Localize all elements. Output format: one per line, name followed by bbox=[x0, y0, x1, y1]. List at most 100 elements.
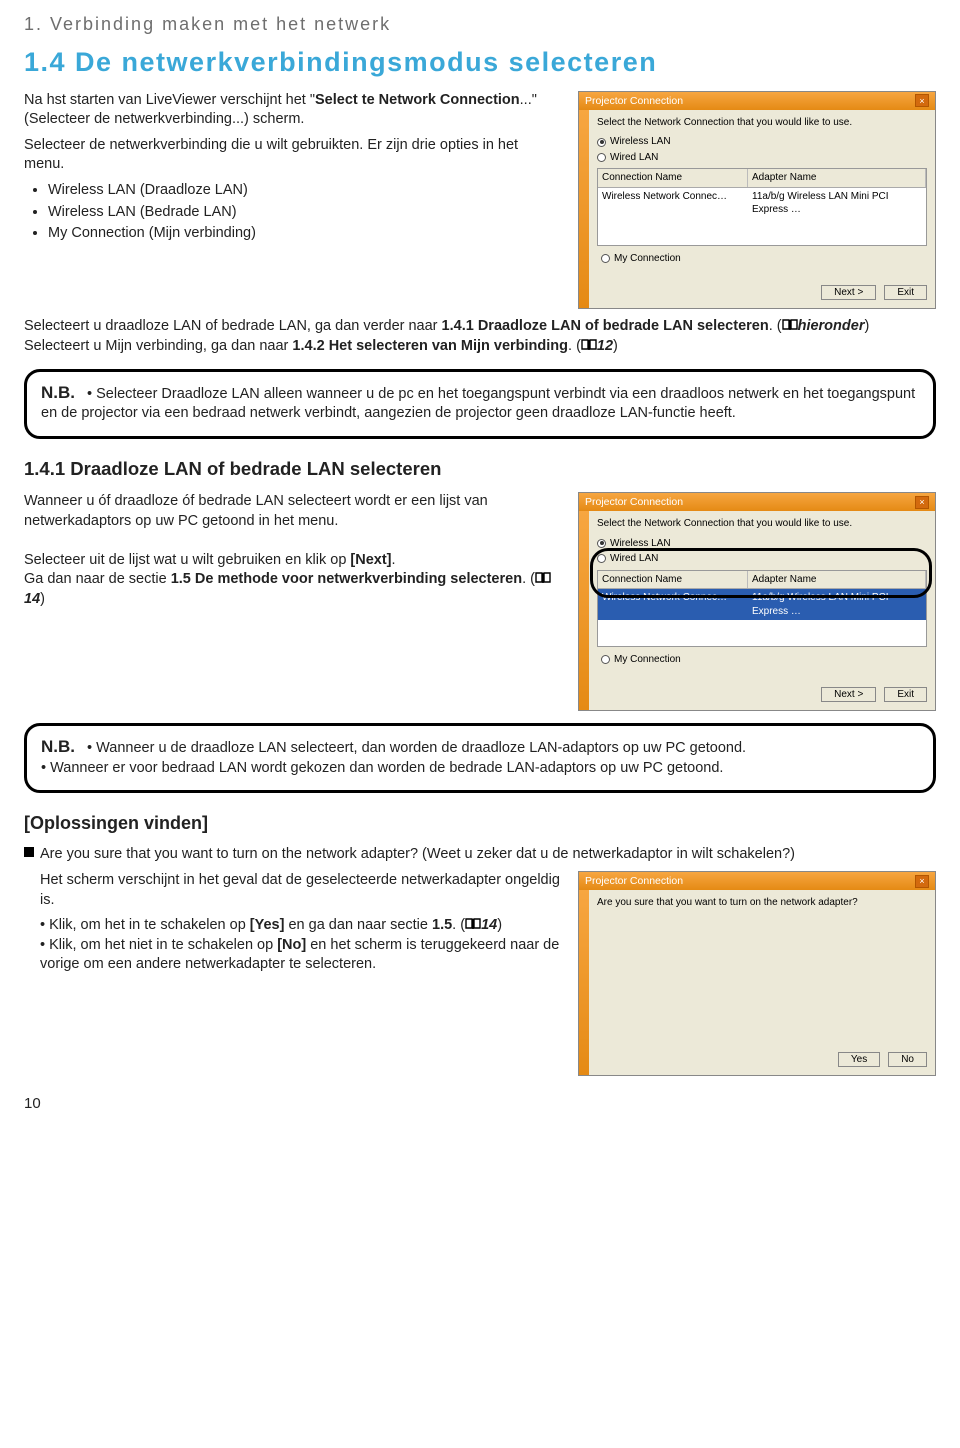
screenshot-2: Projector Connection × Select the Networ… bbox=[578, 492, 936, 711]
intro-text: Na hst starten van LiveViewer verschijnt… bbox=[24, 92, 315, 108]
sidebar-accent bbox=[579, 890, 589, 1075]
text: Selecteert u draadloze LAN of bedrade LA… bbox=[24, 318, 442, 334]
sidebar-accent bbox=[579, 511, 589, 710]
section-title: 1.4 De netwerkverbindingsmodus selectere… bbox=[24, 44, 936, 80]
solution-bullet-2: • Klik, om het niet in te schakelen op [… bbox=[40, 936, 562, 975]
intro-paragraph-1: Na hst starten van LiveViewer verschijnt… bbox=[24, 91, 562, 130]
window-titlebar: Projector Connection × bbox=[579, 92, 935, 110]
radio-icon bbox=[597, 539, 606, 548]
solution-paragraph: Het scherm verschijnt in het geval dat d… bbox=[40, 871, 562, 910]
cell: 11a/b/g Wireless LAN Mini PCI Express … bbox=[748, 188, 926, 219]
text: Selecteert u Mijn verbinding, ga dan naa… bbox=[24, 338, 292, 354]
next-button[interactable]: Next > bbox=[821, 687, 876, 702]
btn-ref: [No] bbox=[277, 937, 306, 953]
text: . ( bbox=[769, 318, 782, 334]
radio-icon bbox=[597, 554, 606, 563]
question-line: Are you sure that you want to turn on th… bbox=[24, 845, 936, 865]
mid-paragraph-2: Selecteert u Mijn verbinding, ga dan naa… bbox=[24, 337, 936, 357]
note-box-2: N.B. • Wanneer u de draadloze LAN select… bbox=[24, 723, 936, 794]
radio-icon bbox=[597, 153, 606, 162]
text: ) bbox=[497, 917, 502, 933]
radio-wired-lan[interactable]: Wired LAN bbox=[597, 151, 927, 165]
book-icon bbox=[782, 319, 798, 331]
radio-my-connection[interactable]: My Connection bbox=[601, 653, 927, 667]
radio-icon bbox=[601, 655, 610, 664]
col-adapter-name: Adapter Name bbox=[748, 169, 926, 187]
next-button[interactable]: Next > bbox=[821, 285, 876, 300]
col-connection-name: Connection Name bbox=[598, 169, 748, 187]
exit-button[interactable]: Exit bbox=[884, 285, 927, 300]
table-row[interactable]: Wireless Network Connec… 11a/b/g Wireles… bbox=[598, 188, 926, 219]
sidebar-accent bbox=[579, 110, 589, 309]
screenshot-1: Projector Connection × Select the Networ… bbox=[578, 91, 936, 310]
close-icon[interactable]: × bbox=[915, 875, 929, 888]
close-icon[interactable]: × bbox=[915, 94, 929, 107]
ref-page: 12 bbox=[597, 338, 613, 354]
btn-ref: [Yes] bbox=[250, 917, 285, 933]
no-button[interactable]: No bbox=[888, 1052, 927, 1067]
text: . ( bbox=[452, 917, 465, 933]
text: ) bbox=[40, 591, 45, 607]
radio-label: Wireless LAN bbox=[610, 537, 671, 551]
text: ) bbox=[613, 338, 618, 354]
radio-wired-lan[interactable]: Wired LAN bbox=[597, 552, 927, 566]
note-text-a: • Wanneer u de draadloze LAN selecteert,… bbox=[87, 740, 746, 756]
radio-wireless-lan[interactable]: Wireless LAN bbox=[597, 135, 927, 149]
text: en ga dan naar sectie bbox=[284, 917, 432, 933]
window-titlebar: Projector Connection × bbox=[579, 493, 935, 511]
p141-2: Selecteer uit de lijst wat u wilt gebrui… bbox=[24, 551, 562, 571]
breadcrumb: 1. Verbinding maken met het netwerk bbox=[24, 12, 936, 36]
radio-wireless-lan[interactable]: Wireless LAN bbox=[597, 537, 927, 551]
page-number: 10 bbox=[24, 1094, 936, 1114]
mid-paragraph-1: Selecteert u draadloze LAN of bedrade LA… bbox=[24, 317, 936, 337]
ref-bold: 1.4.1 Draadloze LAN of bedrade LAN selec… bbox=[442, 318, 769, 334]
window-title: Projector Connection bbox=[585, 495, 683, 509]
cell: Wireless Network Connec… bbox=[598, 188, 748, 219]
exit-button[interactable]: Exit bbox=[884, 687, 927, 702]
text: Selecteer uit de lijst wat u wilt gebrui… bbox=[24, 552, 350, 568]
dialog-prompt: Are you sure that you want to turn on th… bbox=[589, 890, 935, 916]
ref-italic: hieronder bbox=[798, 318, 865, 334]
ref-bold: 1.5 De methode voor netwerkverbinding se… bbox=[171, 571, 522, 587]
note-label: N.B. bbox=[41, 737, 75, 756]
intro-bold: Select te Network Connection bbox=[315, 92, 520, 108]
btn-ref: [Next] bbox=[350, 552, 391, 568]
ref-bold: 1.5 bbox=[432, 917, 452, 933]
list-item: My Connection (Mijn verbinding) bbox=[48, 224, 562, 244]
radio-icon bbox=[601, 254, 610, 263]
cell: 11a/b/g Wireless LAN Mini PCI Express … bbox=[748, 589, 926, 620]
note-label: N.B. bbox=[41, 383, 75, 402]
note-box-1: N.B. • Selecteer Draadloze LAN alleen wa… bbox=[24, 369, 936, 440]
window-title: Projector Connection bbox=[585, 94, 683, 108]
col-connection-name: Connection Name bbox=[598, 571, 748, 589]
text: ) bbox=[864, 318, 869, 334]
radio-icon bbox=[597, 138, 606, 147]
window-titlebar: Projector Connection × bbox=[579, 872, 935, 890]
col-adapter-name: Adapter Name bbox=[748, 571, 926, 589]
book-icon bbox=[581, 339, 597, 351]
options-list: Wireless LAN (Draadloze LAN) Wireless LA… bbox=[48, 181, 562, 244]
radio-label: Wired LAN bbox=[610, 151, 658, 165]
solutions-heading: [Oplossingen vinden] bbox=[24, 811, 936, 835]
intro-paragraph-2: Selecteer de netwerkverbinding die u wil… bbox=[24, 136, 562, 175]
book-icon bbox=[465, 918, 481, 930]
text: Ga dan naar de sectie bbox=[24, 571, 171, 587]
table-row[interactable]: Wireless Network Connec… 11a/b/g Wireles… bbox=[598, 589, 926, 620]
question-text: Are you sure that you want to turn on th… bbox=[40, 846, 795, 862]
adapter-table: Connection Name Adapter Name Wireless Ne… bbox=[597, 168, 927, 246]
radio-my-connection[interactable]: My Connection bbox=[601, 252, 927, 266]
radio-label: My Connection bbox=[614, 252, 681, 266]
note-text: • Selecteer Draadloze LAN alleen wanneer… bbox=[41, 386, 915, 422]
yes-button[interactable]: Yes bbox=[838, 1052, 880, 1067]
close-icon[interactable]: × bbox=[915, 496, 929, 509]
ref-page: 14 bbox=[24, 591, 40, 607]
dialog-prompt: Select the Network Connection that you w… bbox=[597, 116, 927, 130]
text: . ( bbox=[522, 571, 535, 587]
radio-label: My Connection bbox=[614, 653, 681, 667]
solution-bullet-1: • Klik, om het in te schakelen op [Yes] … bbox=[40, 916, 562, 936]
ref-bold: 1.4.2 Het selecteren van Mijn verbinding bbox=[292, 338, 568, 354]
window-title: Projector Connection bbox=[585, 874, 683, 888]
p141-3: Ga dan naar de sectie 1.5 De methode voo… bbox=[24, 570, 562, 609]
radio-label: Wired LAN bbox=[610, 552, 658, 566]
dialog-prompt: Select the Network Connection that you w… bbox=[597, 517, 927, 531]
